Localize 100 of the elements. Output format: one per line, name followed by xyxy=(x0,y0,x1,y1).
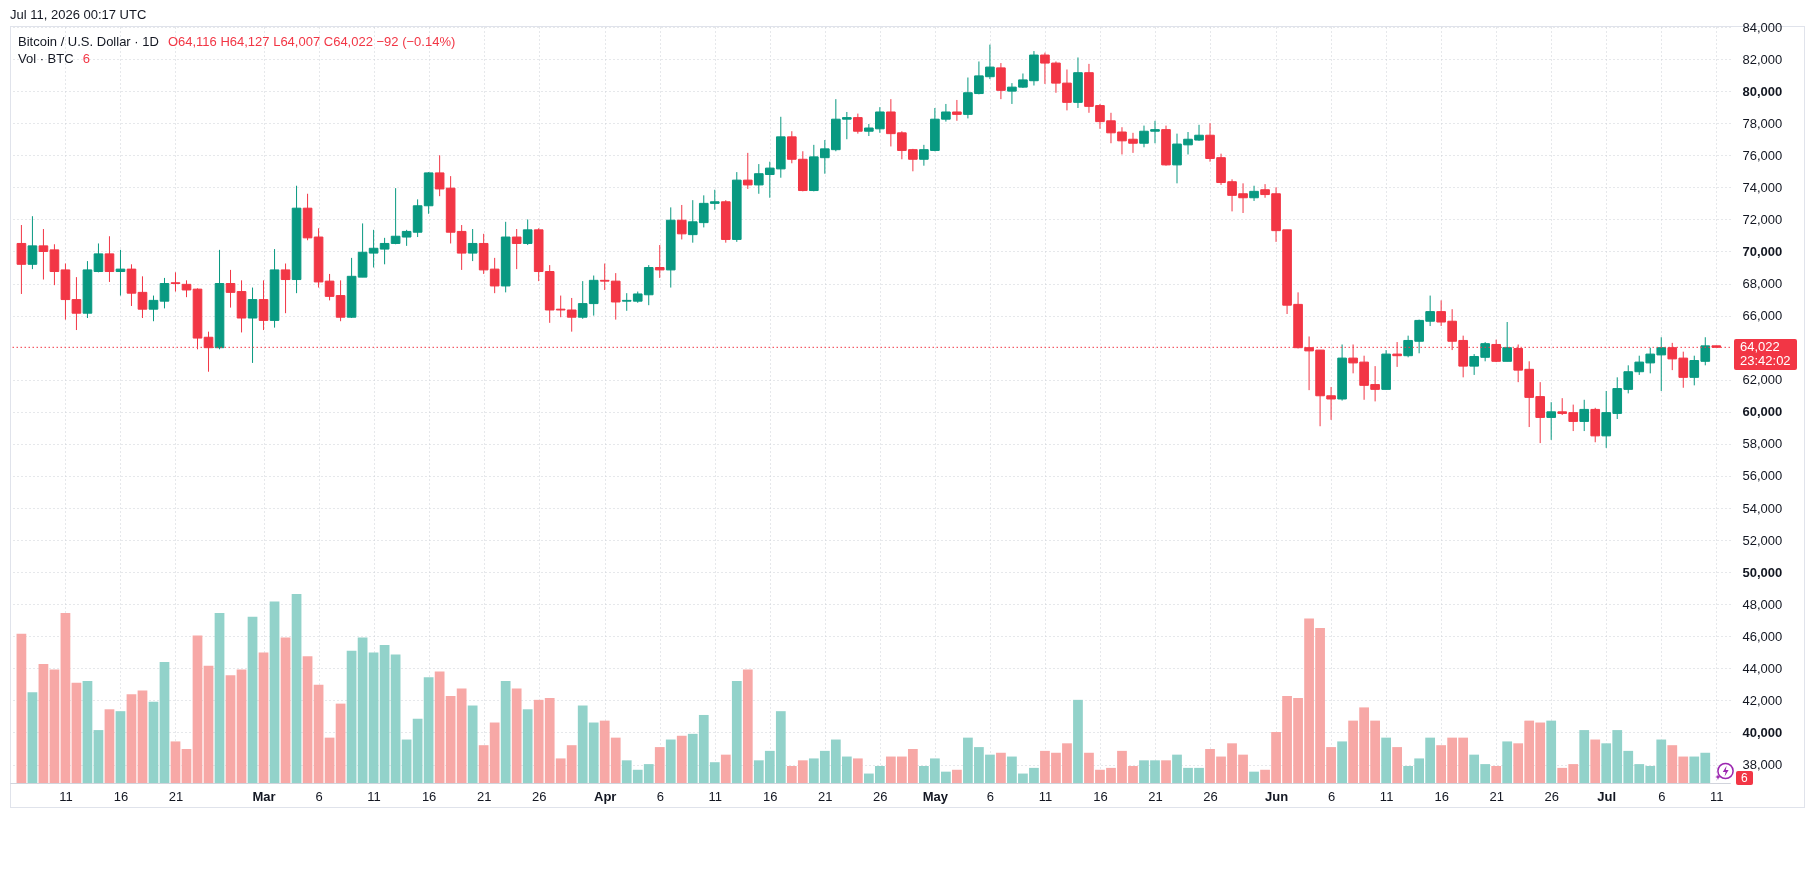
y-tick-label: 74,000 xyxy=(1742,179,1783,195)
candlestick xyxy=(1249,185,1259,202)
candlestick xyxy=(247,287,258,364)
candlestick xyxy=(104,235,115,283)
bar xyxy=(1579,730,1590,783)
x-tick-label: 6 xyxy=(986,788,995,804)
text: 6 xyxy=(1736,771,1753,785)
candlestick xyxy=(853,113,863,135)
text: Jul 11, 2026 00:17 UTC xyxy=(10,7,147,23)
candlestick xyxy=(676,204,687,240)
bar xyxy=(1249,771,1259,783)
candlestick xyxy=(258,279,269,331)
bar xyxy=(291,594,302,783)
bar xyxy=(170,741,181,783)
y-tick-label: 58,000 xyxy=(1742,436,1783,452)
bar xyxy=(522,709,533,783)
candlestick xyxy=(1502,321,1512,362)
candlestick xyxy=(16,224,27,295)
candlestick xyxy=(522,218,533,246)
bar xyxy=(996,752,1006,783)
bar xyxy=(742,669,753,783)
bar xyxy=(412,718,423,783)
bar xyxy=(137,690,148,783)
x-tick-label: 16 xyxy=(1434,788,1449,804)
x-tick-label: May xyxy=(922,788,949,804)
candlestick xyxy=(511,228,522,270)
ref-line-label: 64,022 xyxy=(1740,339,1781,355)
candlestick xyxy=(952,99,962,122)
y-tick-label: 46,000 xyxy=(1742,628,1783,644)
bar xyxy=(236,669,247,783)
bar xyxy=(203,665,214,783)
candlestick xyxy=(225,269,236,309)
candlestick xyxy=(170,271,181,293)
y-tick-label: 40,000 xyxy=(1742,724,1783,740)
x-tick-label: 6 xyxy=(656,788,664,804)
annotation: 6 xyxy=(82,51,90,66)
bar xyxy=(16,633,27,783)
bar xyxy=(335,703,346,783)
bar xyxy=(27,692,38,783)
bar xyxy=(313,684,324,783)
x-tick-label: 6 xyxy=(1327,788,1336,804)
bar xyxy=(192,635,203,783)
y-tick-label: 54,000 xyxy=(1742,500,1783,516)
y-tick-label: 80,000 xyxy=(1742,83,1783,99)
bar xyxy=(214,612,225,783)
bar xyxy=(181,748,192,783)
y-tick-label: 56,000 xyxy=(1742,468,1783,484)
candlestick xyxy=(654,244,665,279)
candlestick xyxy=(996,62,1006,100)
bar xyxy=(1392,747,1402,783)
x-tick-label: 11 xyxy=(708,788,723,804)
bar xyxy=(500,680,511,783)
x-tick-label: 21 xyxy=(476,788,492,804)
x-tick-label: 26 xyxy=(531,788,547,804)
bar xyxy=(1073,699,1083,783)
candlestick xyxy=(467,228,478,262)
x-tick-label: 16 xyxy=(421,788,437,804)
text: 23:42:02 xyxy=(1740,353,1791,369)
x-tick-label: 21 xyxy=(168,788,184,804)
bar xyxy=(654,747,665,783)
bar xyxy=(324,737,335,783)
x-tick-label: 6 xyxy=(315,788,323,804)
y-tick-label: 62,000 xyxy=(1742,372,1783,388)
bar xyxy=(247,616,258,783)
y-tick-label: 82,000 xyxy=(1742,51,1783,67)
y-tick-label: 70,000 xyxy=(1742,243,1783,259)
x-tick-label: 16 xyxy=(763,788,778,804)
x-tick-label: 11 xyxy=(367,788,381,804)
y-tick-label: 84,000 xyxy=(1742,19,1783,35)
candlestick xyxy=(137,275,148,319)
y-tick-label: 50,000 xyxy=(1742,564,1783,580)
bar xyxy=(1337,741,1347,783)
bar xyxy=(1546,720,1557,783)
x-tick-label: 21 xyxy=(1148,788,1163,804)
bar xyxy=(159,662,170,783)
x-tick-label: 11 xyxy=(59,788,73,804)
x-tick-label: 11 xyxy=(1379,788,1394,804)
bar xyxy=(952,769,962,783)
x-tick-label: 26 xyxy=(1203,788,1218,804)
candlestick xyxy=(1579,399,1590,432)
y-tick-label: 42,000 xyxy=(1742,692,1783,708)
bar xyxy=(225,675,236,783)
bar xyxy=(93,730,104,783)
bar xyxy=(1381,737,1391,783)
y-tick-label: 76,000 xyxy=(1742,147,1783,163)
candlestick xyxy=(159,277,170,309)
bar xyxy=(346,650,357,783)
x-tick-label: 26 xyxy=(1544,788,1559,804)
bar xyxy=(390,654,401,783)
bar xyxy=(379,645,390,783)
candlestick xyxy=(742,152,753,190)
annotation: O64,116 H64,127 L64,007 C64,022 −92 (−0.14%) xyxy=(167,34,456,49)
y-tick-label: 68,000 xyxy=(1742,276,1783,292)
bar xyxy=(1491,765,1502,783)
x-tick-label: 11 xyxy=(1038,788,1053,804)
bar xyxy=(38,663,49,783)
bar xyxy=(720,754,731,783)
bar xyxy=(269,601,280,783)
bar xyxy=(467,705,478,783)
x-tick-label: 16 xyxy=(113,788,129,804)
